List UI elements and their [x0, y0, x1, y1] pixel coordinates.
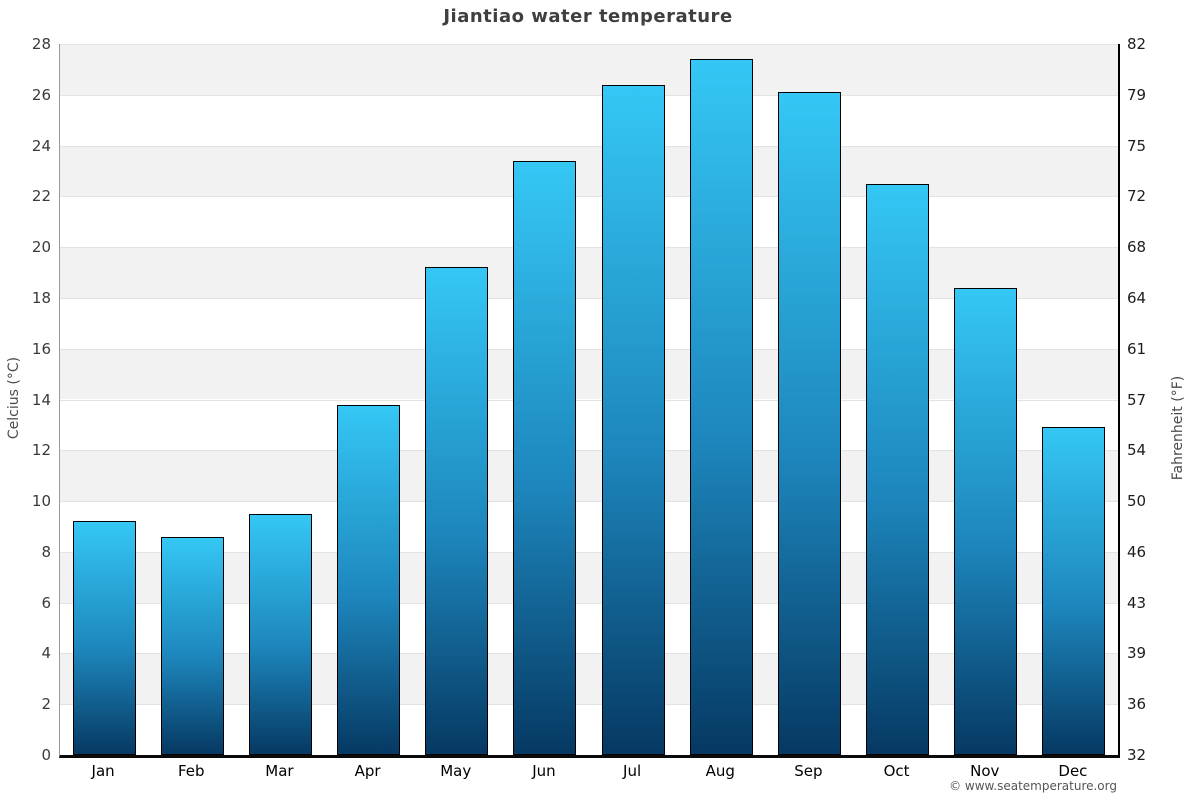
y-tick-fahrenheit: 75 [1127, 136, 1147, 155]
plot-band [60, 551, 1118, 603]
gridline [60, 94, 1118, 96]
y-tick-celsius: 20 [31, 238, 51, 257]
copyright-text: © www.seatemperature.org [949, 779, 1117, 793]
x-tick-may: May [440, 762, 472, 780]
bar-sep [777, 92, 841, 755]
plot-area [59, 44, 1120, 758]
y-tick-celsius: 4 [41, 644, 51, 663]
plot-band [60, 145, 1118, 197]
y-tick-celsius: 28 [31, 35, 51, 53]
y-tick-celsius: 24 [31, 136, 51, 155]
plot-band [60, 247, 1118, 298]
x-tick-feb: Feb [177, 762, 205, 780]
y-tick-fahrenheit: 50 [1127, 492, 1147, 511]
y-tick-celsius: 26 [31, 85, 51, 104]
y-tick-fahrenheit: 36 [1127, 695, 1147, 714]
chart-title: Jiantiao water temperature [443, 6, 733, 27]
bar-dec [1042, 427, 1106, 755]
y-tick-fahrenheit: 61 [1127, 339, 1147, 358]
y-tick-fahrenheit: 72 [1127, 187, 1147, 206]
y-tick-fahrenheit: 32 [1127, 746, 1147, 764]
bar-mar [248, 513, 312, 755]
y-tick-fahrenheit: 39 [1127, 644, 1147, 663]
y-axis-label-fahrenheit: Fahrenheit (°F) [1170, 375, 1186, 481]
gridline [60, 653, 1118, 655]
x-tick-jul: Jul [623, 762, 642, 780]
plot-band [60, 704, 1118, 755]
plot-band [60, 501, 1118, 552]
x-tick-oct: Oct [883, 762, 910, 780]
gridline [60, 44, 1118, 45]
gridline [60, 348, 1118, 350]
bar-jun [513, 160, 577, 755]
x-tick-sep: Sep [794, 762, 823, 780]
y-tick-fahrenheit: 54 [1127, 441, 1147, 460]
gridline [60, 704, 1118, 706]
y-tick-fahrenheit: 68 [1127, 238, 1147, 257]
plot-band [60, 44, 1118, 95]
x-tick-apr: Apr [354, 762, 381, 780]
bar-aug [689, 59, 753, 755]
x-tick-nov: Nov [970, 762, 1000, 780]
y-tick-celsius: 2 [41, 695, 51, 714]
y-tick-celsius: 8 [41, 542, 51, 561]
y-tick-celsius: 16 [31, 339, 51, 358]
y-tick-fahrenheit: 82 [1127, 35, 1147, 53]
y-tick-celsius: 10 [31, 492, 51, 511]
bar-may [425, 267, 489, 755]
y-tick-celsius: 0 [41, 746, 51, 764]
y-tick-celsius: 18 [31, 288, 51, 307]
x-tick-mar: Mar [265, 762, 294, 780]
y-tick-fahrenheit: 57 [1127, 390, 1147, 409]
gridline [60, 196, 1118, 198]
y-tick-celsius: 12 [31, 441, 51, 460]
plot-band [60, 653, 1118, 705]
x-tick-jan: Jan [91, 762, 115, 780]
plot-band [60, 94, 1118, 146]
gridline [60, 399, 1118, 401]
gridline [60, 501, 1118, 503]
gridline [60, 602, 1118, 604]
plot-band [60, 450, 1118, 502]
gridline [60, 247, 1118, 249]
y-tick-fahrenheit: 79 [1127, 85, 1147, 104]
gridline [60, 145, 1118, 147]
y-tick-fahrenheit: 46 [1127, 542, 1147, 561]
gridline [60, 297, 1118, 299]
bar-oct [866, 183, 930, 755]
y-tick-celsius: 6 [41, 593, 51, 612]
y-tick-fahrenheit: 43 [1127, 593, 1147, 612]
plot-band [60, 399, 1118, 451]
bar-jul [601, 84, 665, 755]
plot-band [60, 297, 1118, 349]
bar-jan [72, 521, 136, 755]
y-tick-celsius: 22 [31, 187, 51, 206]
x-tick-jun: Jun [532, 762, 556, 780]
plot-band [60, 196, 1118, 248]
gridline [60, 551, 1118, 553]
gridline [60, 450, 1118, 452]
y-tick-celsius: 14 [31, 390, 51, 409]
x-tick-aug: Aug [705, 762, 735, 780]
bar-apr [337, 404, 401, 755]
plot-band [60, 602, 1118, 654]
bar-nov [954, 287, 1018, 755]
bar-feb [160, 536, 224, 755]
x-tick-dec: Dec [1058, 762, 1088, 780]
y-tick-fahrenheit: 64 [1127, 288, 1147, 307]
plot-band [60, 348, 1118, 400]
